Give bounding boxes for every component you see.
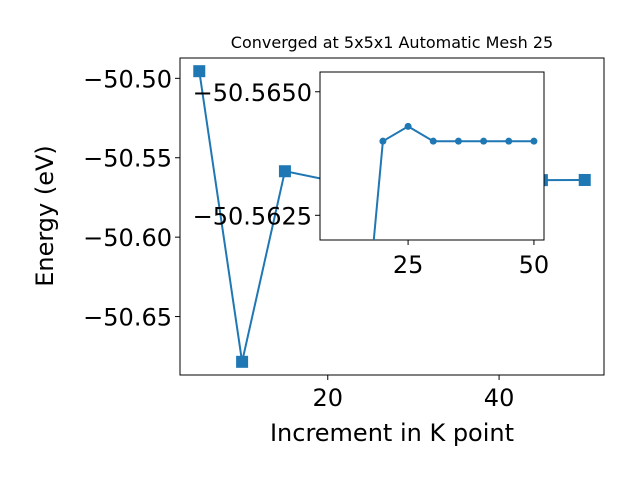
inset-data-point xyxy=(404,122,412,130)
inset-data-point xyxy=(379,137,387,145)
inset-data-point xyxy=(480,137,488,145)
main-y-ticks: −50.50 −50.55 −50.60 −50.65 xyxy=(83,65,180,332)
inset-plot-frame xyxy=(319,71,545,241)
inset-y-tick-label: −50.5650 xyxy=(193,79,312,107)
main-y-tick-label: −50.50 xyxy=(83,65,172,93)
inset-x-tick-label: 50 xyxy=(519,251,550,279)
inset-data-point xyxy=(454,137,462,145)
inset-series xyxy=(372,122,538,240)
inset-series-line xyxy=(372,125,534,240)
main-y-tick-label: −50.55 xyxy=(83,145,172,173)
main-data-point xyxy=(578,173,591,186)
main-data-point xyxy=(236,355,249,368)
inset-x-tick-label: 25 xyxy=(393,251,424,279)
main-x-tick-label: 20 xyxy=(312,384,343,412)
main-y-tick-label: −50.65 xyxy=(83,304,172,332)
inset-data-point xyxy=(530,137,538,145)
main-plot-frame xyxy=(179,57,605,376)
x-axis-label: Increment in K point xyxy=(270,419,514,447)
y-axis-label: Energy (eV) xyxy=(31,145,59,287)
inset-x-ticks: 25 50 xyxy=(393,240,549,279)
inset-series-group xyxy=(372,122,538,240)
main-data-point xyxy=(278,165,291,178)
inset-data-point xyxy=(505,137,513,145)
main-x-ticks: 20 40 xyxy=(312,375,514,412)
inset-data-point xyxy=(429,137,437,145)
main-y-tick-label: −50.60 xyxy=(83,224,172,252)
main-data-point xyxy=(193,65,206,78)
chart-title: Converged at 5x5x1 Automatic Mesh 25 xyxy=(231,33,553,52)
inset-plot: 25 50 −50.5650 −50.5625 xyxy=(193,71,549,279)
main-x-tick-label: 40 xyxy=(484,384,515,412)
inset-y-ticks: −50.5650 −50.5625 xyxy=(193,79,320,230)
inset-y-tick-label: −50.5625 xyxy=(193,202,312,230)
